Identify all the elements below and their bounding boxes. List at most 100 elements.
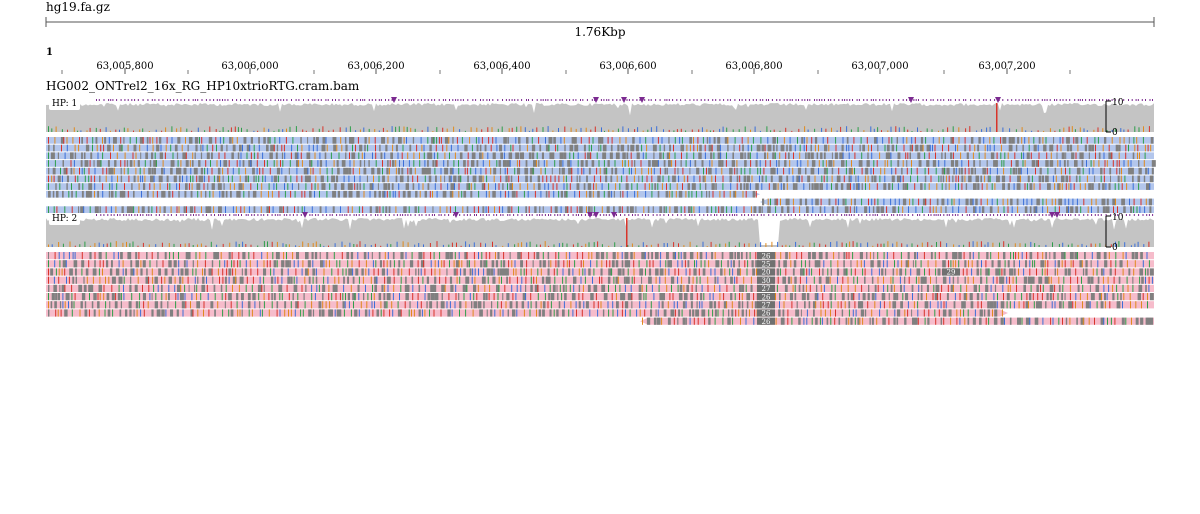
coverage-mismatch-tick <box>791 130 793 132</box>
read-deletion <box>191 160 194 167</box>
coverage-mismatch-tick <box>594 126 596 132</box>
read-deletion <box>81 260 85 268</box>
read-deletion <box>801 137 804 144</box>
read-deletion <box>298 252 299 260</box>
coverage-mismatch-tick <box>1058 244 1060 247</box>
read-mismatch <box>325 260 327 268</box>
read-mismatch <box>66 167 68 175</box>
read-deletion <box>107 160 110 167</box>
read-mismatch <box>689 317 691 325</box>
read-mismatch <box>848 144 850 152</box>
read-deletion <box>332 284 337 292</box>
read-deletion <box>855 183 860 190</box>
read-deletion <box>222 175 224 183</box>
read-mismatch <box>776 284 778 292</box>
read-deletion <box>829 293 833 301</box>
position-ruler[interactable]: 63,005,800 63,006,000 63,006,200 63,006,400… <box>0 0 1200 80</box>
read-deletion <box>686 284 689 292</box>
read-deletion <box>432 160 434 167</box>
read-mismatch <box>592 137 594 144</box>
read-mismatch <box>446 301 448 309</box>
read-mismatch <box>304 276 306 284</box>
read-deletion <box>1053 137 1055 144</box>
insertion-marker <box>876 214 878 216</box>
insertion-marker <box>517 99 519 101</box>
read-deletion <box>230 190 232 198</box>
read-mismatch <box>343 309 345 317</box>
read-deletion <box>831 152 833 160</box>
insertion-marker <box>693 99 695 101</box>
read-deletion <box>473 284 477 292</box>
read-deletion <box>917 152 921 160</box>
coverage-mismatch-tick <box>165 127 167 132</box>
read-deletion <box>940 175 942 183</box>
coverage-mismatch-tick <box>680 128 682 132</box>
read-mismatch <box>652 137 654 144</box>
coverage-mismatch-tick <box>374 243 376 247</box>
read-mismatch <box>979 206 981 213</box>
read-mismatch <box>799 152 801 160</box>
read-mismatch <box>218 152 220 160</box>
read-deletion <box>980 276 983 284</box>
read-deletion <box>99 175 101 183</box>
read-deletion <box>680 144 684 152</box>
read-mismatch <box>914 183 916 190</box>
insertion-marker <box>344 214 346 216</box>
read-mismatch <box>1060 144 1062 152</box>
read-mismatch <box>920 260 922 268</box>
read-mismatch <box>139 144 141 152</box>
read-deletion <box>831 206 834 213</box>
read-mismatch <box>1024 160 1026 167</box>
read-mismatch <box>1013 252 1014 260</box>
read-deletion <box>551 167 553 175</box>
track-title[interactable]: HG002_ONTrel2_16x_RG_HP10xtrioRTG.cram.b… <box>46 79 360 93</box>
read-deletion <box>1017 175 1021 183</box>
read-mismatch <box>675 160 677 167</box>
read-deletion <box>354 309 358 317</box>
read-mismatch <box>793 206 795 213</box>
read-deletion <box>1112 293 1115 301</box>
insertion-marker <box>1149 99 1151 101</box>
read-mismatch <box>440 309 442 317</box>
read-deletion <box>119 309 122 317</box>
read-deletion <box>366 175 368 183</box>
read-deletion <box>528 152 532 160</box>
read-deletion <box>752 190 756 198</box>
read-deletion <box>515 152 520 160</box>
read-mismatch <box>362 276 364 284</box>
read-mismatch <box>696 260 698 268</box>
read-mismatch <box>807 160 809 167</box>
read-deletion <box>648 276 652 284</box>
insertion-marker <box>600 99 602 101</box>
read-mismatch <box>487 206 489 213</box>
insertion-marker <box>1083 214 1085 216</box>
read-mismatch <box>549 284 551 292</box>
read-mismatch <box>837 198 839 206</box>
coverage-mismatch-tick <box>668 129 670 132</box>
read-mismatch <box>458 260 460 268</box>
read-deletion <box>506 276 508 284</box>
read-deletion <box>343 190 347 198</box>
read-mismatch <box>463 293 465 301</box>
read-deletion <box>689 137 692 144</box>
insertion-marker <box>173 99 175 101</box>
read-deletion <box>500 152 503 160</box>
read-mismatch <box>588 137 590 144</box>
read-deletion <box>1061 175 1065 183</box>
coverage-mismatch-tick <box>657 243 659 247</box>
read-mismatch <box>691 206 693 213</box>
read-mismatch <box>548 144 550 152</box>
read-deletion <box>113 137 117 144</box>
read-mismatch <box>1070 276 1072 284</box>
read-deletion <box>466 206 469 213</box>
coverage-mismatch-tick <box>105 127 107 132</box>
read-mismatch <box>48 293 49 301</box>
read-mismatch <box>908 206 909 213</box>
coverage-mismatch-tick <box>508 128 510 132</box>
insertion-marker <box>899 214 901 216</box>
read-mismatch <box>219 260 221 268</box>
assembly-name[interactable]: hg19.fa.gz <box>46 0 110 14</box>
read-mismatch <box>969 144 971 152</box>
read-mismatch <box>1104 160 1106 167</box>
